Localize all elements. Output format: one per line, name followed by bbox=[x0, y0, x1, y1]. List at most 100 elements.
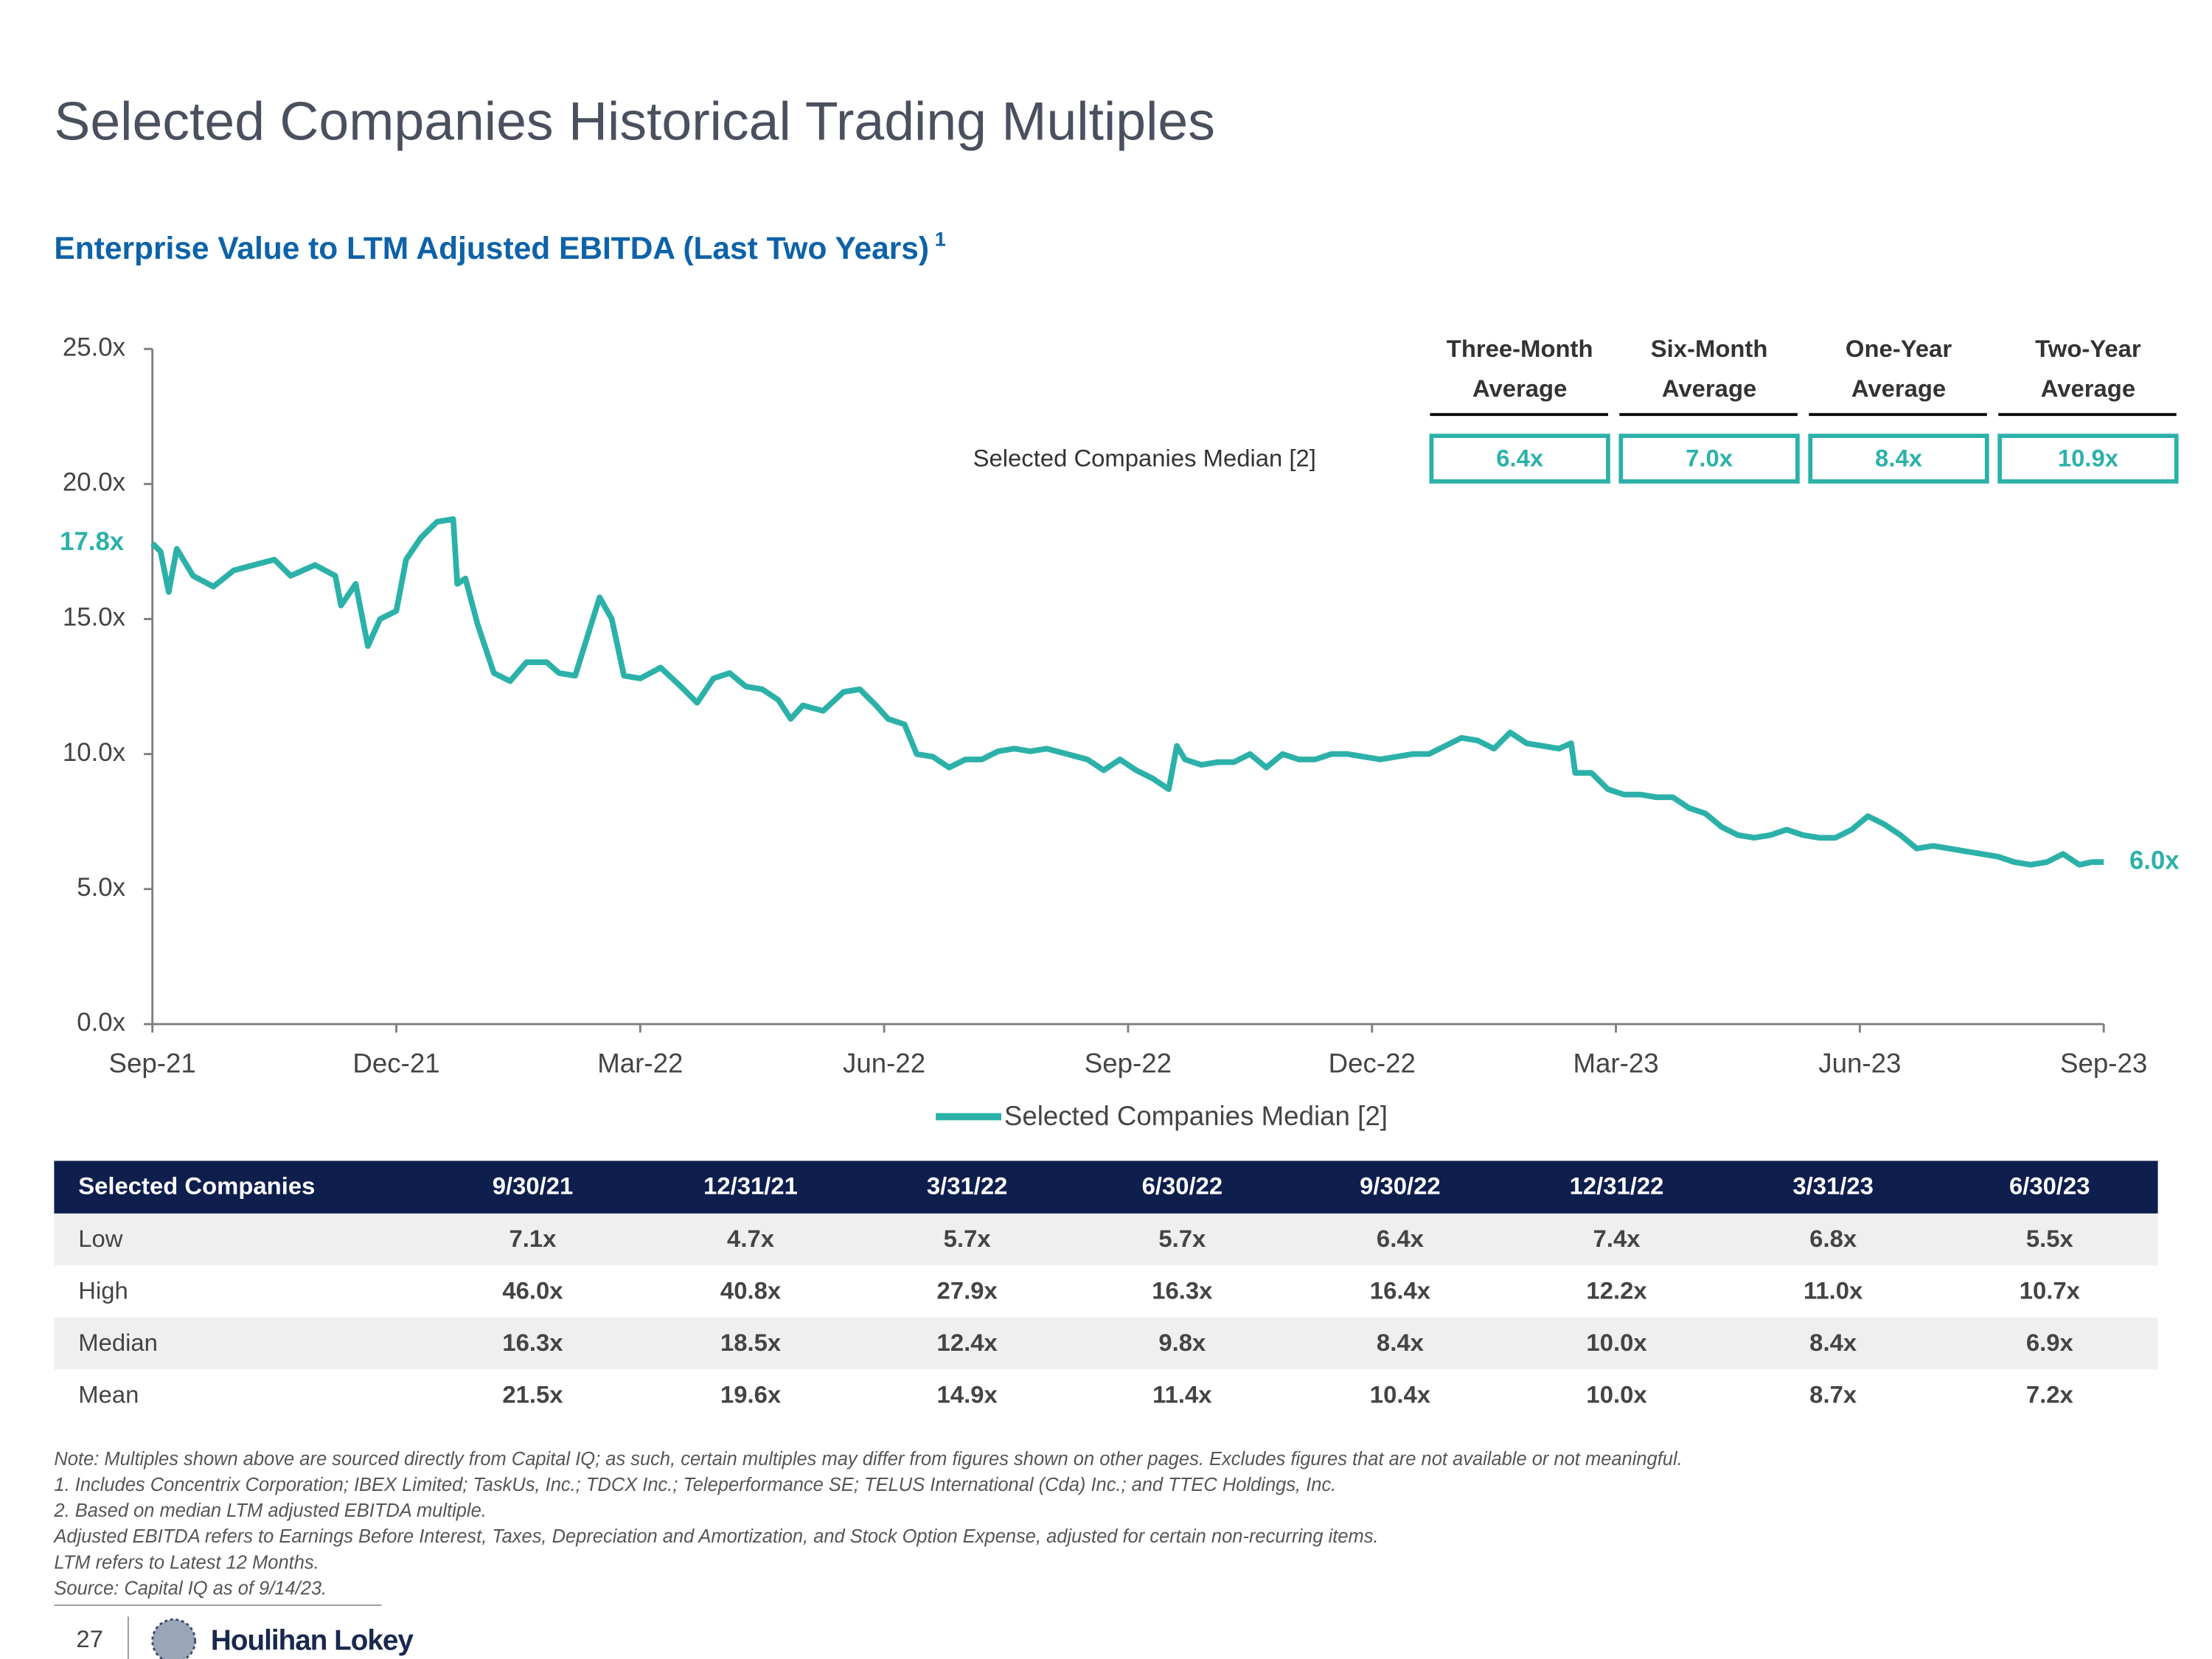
y-tick-label: 25.0x bbox=[63, 333, 126, 361]
table-cell: Mean bbox=[78, 1381, 139, 1408]
table-cell: 7.4x bbox=[1593, 1225, 1641, 1252]
x-tick-label: Sep-21 bbox=[109, 1048, 196, 1079]
table-cell: 9.8x bbox=[1158, 1329, 1206, 1356]
table-cell: 6.8x bbox=[1809, 1225, 1857, 1252]
table-cell: 16.4x bbox=[1370, 1277, 1431, 1304]
table-cell: High bbox=[78, 1277, 128, 1304]
averages-header: Two-Year bbox=[2035, 335, 2141, 362]
chart-subtitle: Enterprise Value to LTM Adjusted EBITDA … bbox=[54, 229, 945, 267]
table-header-bg bbox=[54, 1161, 2158, 1214]
table-cell: 6.9x bbox=[2026, 1329, 2074, 1356]
table-header-cell: 6/30/22 bbox=[1142, 1172, 1223, 1200]
x-tick-label: Mar-22 bbox=[597, 1048, 683, 1079]
table-cell: 46.0x bbox=[502, 1277, 563, 1304]
table-row-bg bbox=[54, 1317, 2158, 1370]
table-header-cell: 9/30/21 bbox=[493, 1172, 574, 1200]
table-cell: 7.1x bbox=[509, 1225, 557, 1252]
footnote: Source: Capital IQ as of 9/14/23. bbox=[54, 1579, 327, 1599]
averages-value: 8.4x bbox=[1875, 445, 1923, 472]
table-header-cell: Selected Companies bbox=[78, 1172, 315, 1200]
averages-header: Average bbox=[1851, 375, 1946, 402]
y-tick-label: 15.0x bbox=[63, 604, 126, 632]
x-tick-label: Dec-21 bbox=[352, 1048, 439, 1079]
table-header-cell: 3/31/23 bbox=[1792, 1172, 1874, 1200]
table-header-cell: 12/31/22 bbox=[1570, 1172, 1664, 1200]
table-row-bg bbox=[54, 1213, 2158, 1266]
table-cell: 19.6x bbox=[720, 1381, 782, 1408]
table-cell: 12.2x bbox=[1586, 1277, 1647, 1304]
start-label: 17.8x bbox=[60, 528, 125, 556]
table-cell: 4.7x bbox=[727, 1225, 775, 1252]
table-cell: 10.4x bbox=[1370, 1381, 1431, 1408]
footnote: 1. Includes Concentrix Corporation; IBEX… bbox=[54, 1475, 1336, 1495]
averages-header: Average bbox=[1662, 375, 1756, 402]
table-cell: 8.4x bbox=[1377, 1329, 1425, 1356]
logo-text: Houlihan Lokey bbox=[211, 1625, 414, 1657]
table-cell: 5.5x bbox=[2026, 1225, 2074, 1252]
table-cell: 18.5x bbox=[720, 1329, 782, 1356]
x-tick-label: Jun-23 bbox=[1818, 1048, 1901, 1079]
table-cell: 40.8x bbox=[720, 1277, 782, 1304]
table-cell: 8.7x bbox=[1809, 1381, 1857, 1408]
x-tick-label: Dec-22 bbox=[1329, 1048, 1416, 1079]
table-header-cell: 3/31/22 bbox=[927, 1172, 1008, 1200]
table-cell: 11.0x bbox=[1804, 1277, 1863, 1304]
y-tick-label: 0.0x bbox=[77, 1009, 125, 1037]
slide-title: Selected Companies Historical Trading Mu… bbox=[54, 91, 1215, 151]
averages-box bbox=[1808, 434, 1989, 484]
table-cell: 10.0x bbox=[1586, 1329, 1647, 1356]
table-cell: 5.7x bbox=[944, 1225, 992, 1252]
table-cell: 10.7x bbox=[2020, 1277, 2081, 1304]
averages-header: One-Year bbox=[1846, 335, 1952, 362]
table-cell: 16.3x bbox=[502, 1329, 563, 1356]
averages-value: 6.4x bbox=[1496, 445, 1544, 472]
table-cell: 11.4x bbox=[1152, 1381, 1212, 1408]
end-label: 6.0x bbox=[2129, 846, 2180, 874]
table-header-cell: 6/30/23 bbox=[2009, 1172, 2090, 1200]
globe bbox=[152, 1619, 195, 1659]
footnote: Adjusted EBITDA refers to Earnings Befor… bbox=[52, 1526, 1378, 1547]
table-cell: 27.9x bbox=[937, 1277, 998, 1304]
table-cell: Low bbox=[78, 1225, 123, 1252]
x-tick-label: Sep-22 bbox=[1085, 1048, 1172, 1079]
y-tick-label: 20.0x bbox=[63, 469, 126, 497]
globe-grid bbox=[151, 1618, 197, 1659]
footnote: Note: Multiples shown above are sourced … bbox=[54, 1449, 1682, 1470]
x-tick-label: Sep-23 bbox=[2060, 1048, 2147, 1079]
averages-header: Three-Month bbox=[1447, 335, 1593, 362]
averages-header: Six-Month bbox=[1651, 335, 1768, 362]
footnote: LTM refers to Latest 12 Months. bbox=[54, 1552, 319, 1573]
table-cell: 5.7x bbox=[1158, 1225, 1206, 1252]
table-cell: 16.3x bbox=[1152, 1277, 1213, 1304]
table-cell: 21.5x bbox=[502, 1381, 563, 1408]
table-cell: 6.4x bbox=[1377, 1225, 1425, 1252]
footnote: 2. Based on median LTM adjusted EBITDA m… bbox=[53, 1500, 486, 1521]
table-cell: 7.2x bbox=[2026, 1381, 2074, 1408]
table-header-cell: 12/31/21 bbox=[703, 1172, 798, 1200]
averages-box bbox=[1997, 434, 2179, 484]
averages-row-label: Selected Companies Median [2] bbox=[973, 445, 1316, 472]
averages-box bbox=[1429, 434, 1610, 484]
page-number: 27 bbox=[76, 1625, 103, 1652]
y-tick-label: 10.0x bbox=[63, 739, 126, 767]
subtitle-note: 1 bbox=[935, 229, 946, 251]
y-tick-label: 5.0x bbox=[77, 874, 125, 902]
legend-label: Selected Companies Median [2] bbox=[1004, 1101, 1388, 1131]
table-header-cell: 9/30/22 bbox=[1360, 1172, 1441, 1200]
table-cell: 10.0x bbox=[1586, 1381, 1647, 1408]
x-tick-label: Jun-22 bbox=[843, 1048, 925, 1079]
table-cell: 12.4x bbox=[937, 1329, 998, 1356]
x-tick-label: Mar-23 bbox=[1573, 1048, 1658, 1079]
subtitle-text: Enterprise Value to LTM Adjusted EBITDA … bbox=[54, 232, 929, 266]
averages-value: 7.0x bbox=[1686, 445, 1733, 472]
table-cell: 14.9x bbox=[937, 1381, 998, 1408]
logo-globe bbox=[151, 1618, 197, 1659]
averages-header: Average bbox=[2041, 375, 2135, 402]
averages-value: 10.9x bbox=[2058, 445, 2119, 472]
averages-box bbox=[1618, 434, 1800, 484]
table-cell: 8.4x bbox=[1809, 1329, 1857, 1356]
averages-header: Average bbox=[1472, 375, 1567, 402]
series-line bbox=[150, 516, 2104, 868]
